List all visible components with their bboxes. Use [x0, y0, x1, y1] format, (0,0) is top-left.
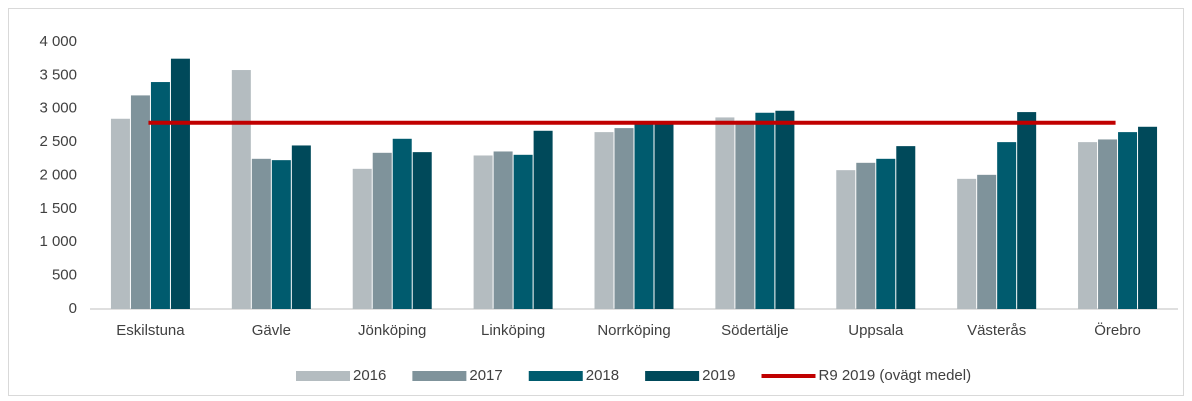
x-tick-label: Västerås: [967, 322, 1026, 339]
bar: [130, 95, 150, 310]
y-tick-label: 0: [69, 300, 77, 317]
y-tick-label: 1 500: [39, 200, 77, 217]
legend-swatch: [528, 371, 583, 381]
legend-label: 2017: [469, 367, 502, 384]
bar: [836, 170, 856, 309]
legend-label: 2019: [702, 367, 735, 384]
bar: [715, 117, 735, 310]
bar: [412, 152, 432, 309]
bar: [775, 110, 795, 309]
bar: [896, 146, 916, 309]
legend-swatch: [296, 371, 350, 381]
bar: [271, 160, 291, 309]
bar: [231, 70, 251, 309]
bar: [251, 158, 271, 309]
bar: [755, 112, 775, 309]
y-tick-label: 4 000: [39, 33, 77, 50]
bar: [493, 151, 513, 309]
bar: [1138, 126, 1158, 310]
legend-swatch: [645, 371, 700, 381]
y-tick-label: 1 000: [39, 233, 77, 250]
bar: [977, 174, 997, 309]
bar: [392, 138, 412, 309]
y-tick-label: 3 500: [39, 66, 77, 83]
x-tick-label: Södertälje: [721, 322, 789, 339]
bar: [513, 154, 533, 309]
bar: [614, 128, 634, 309]
bar: [372, 152, 392, 309]
bar: [957, 178, 977, 309]
legend-swatch: [412, 371, 467, 381]
x-tick-label: Eskilstuna: [116, 322, 185, 339]
bar: [352, 168, 372, 309]
bar: [634, 123, 654, 309]
y-tick-label: 3 000: [39, 100, 77, 117]
bar: [1118, 132, 1138, 309]
bar: [876, 158, 896, 309]
x-tick-label: Gävle: [252, 322, 291, 339]
bar: [735, 120, 755, 309]
y-tick-label: 2 000: [39, 166, 77, 183]
y-tick-label: 2 500: [39, 133, 77, 150]
legend-label: 2016: [353, 367, 386, 384]
bar: [473, 155, 493, 309]
bar: [1017, 112, 1037, 310]
x-tick-label: Jönköping: [358, 322, 426, 339]
bar: [594, 132, 614, 309]
bar: [654, 123, 674, 309]
bar: [997, 142, 1017, 309]
bar: [170, 58, 190, 309]
x-tick-label: Örebro: [1094, 321, 1141, 339]
legend-label: 2018: [586, 367, 619, 384]
bar: [110, 118, 130, 309]
x-tick-label: Linköping: [481, 322, 545, 339]
x-tick-label: Uppsala: [848, 322, 904, 339]
bar: [291, 145, 311, 309]
bar: [1078, 142, 1098, 309]
x-tick-label: Norrköping: [597, 322, 670, 339]
bar: [533, 130, 553, 309]
y-tick-label: 500: [52, 267, 77, 284]
bar: [150, 82, 170, 309]
bar: [1098, 139, 1118, 309]
bar: [856, 162, 876, 309]
legend-label: R9 2019 (ovägt medel): [819, 367, 972, 384]
